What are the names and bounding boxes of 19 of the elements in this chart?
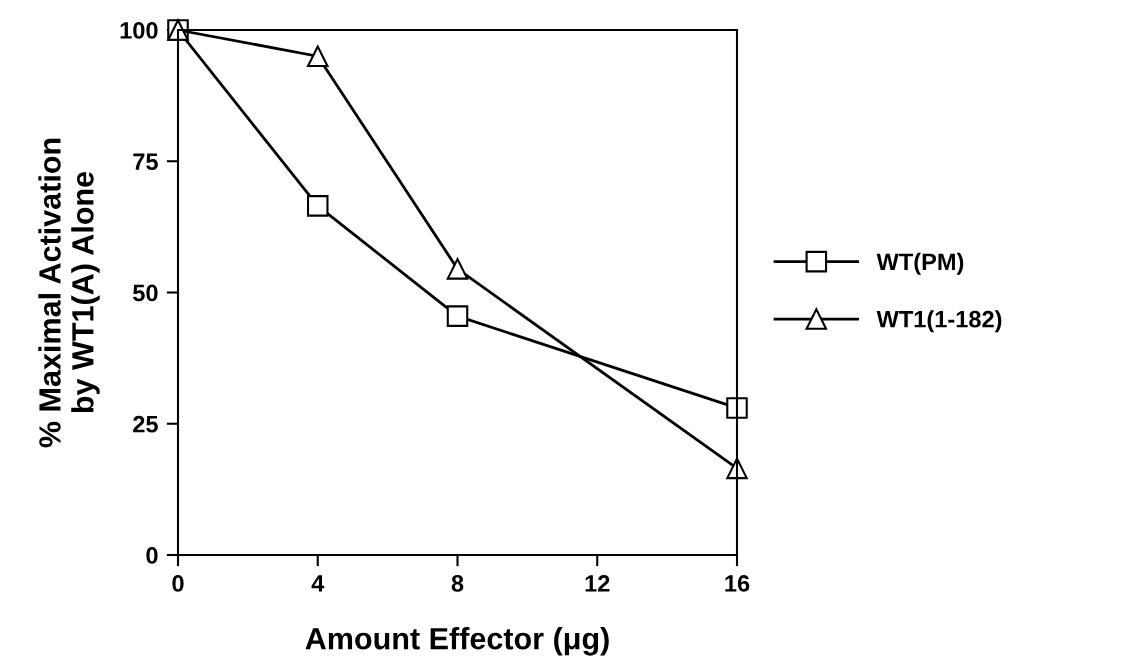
x-tick-label: 8 [451, 575, 464, 592]
y-tick-label: 75 [133, 153, 158, 171]
point [446, 305, 469, 327]
point [446, 258, 469, 280]
point [306, 195, 329, 217]
y-tick-label: 50 [133, 284, 158, 302]
legend-label: WT1(1-182) [876, 310, 1002, 333]
y-axis-title: % Maximal Activation by WT1(A) Alone [38, 138, 100, 448]
legend-label: WT(PM) [876, 252, 964, 275]
x-tick-label: 16 [725, 575, 750, 592]
y-tick-label: 100 [120, 22, 158, 39]
y-tick-label: 25 [133, 415, 158, 433]
point [306, 45, 329, 68]
y-tick-label: 0 [146, 547, 158, 564]
x-tick-label: 0 [172, 575, 184, 592]
x-tick-label: 12 [585, 575, 610, 592]
point [726, 397, 748, 419]
x-tick-label: 4 [311, 575, 325, 592]
x-axis-title: Amount Effector (μg) [305, 627, 609, 656]
